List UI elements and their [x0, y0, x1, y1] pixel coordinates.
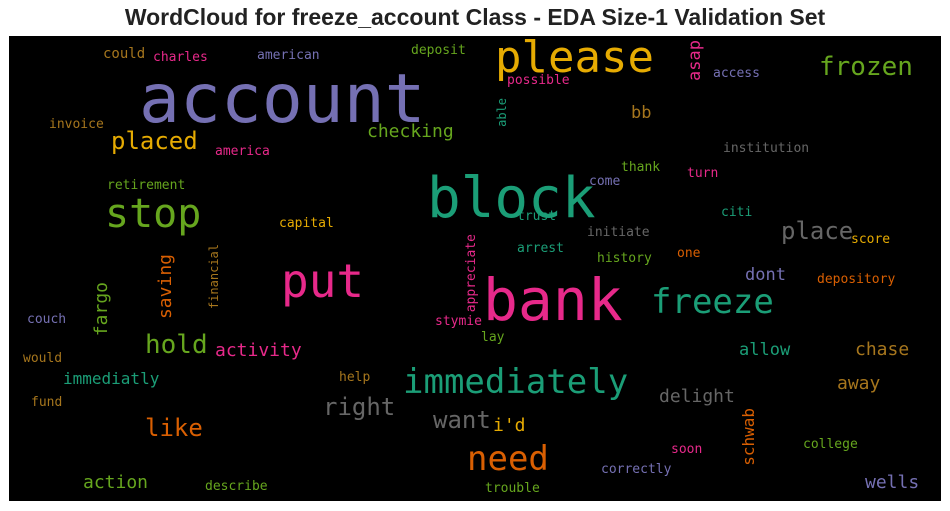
word-turn: turn [687, 166, 719, 181]
wordcloud-canvas: account please frozen block stop put ban… [9, 36, 941, 501]
word-correctly: correctly [601, 462, 672, 477]
word-one: one [677, 246, 701, 261]
word-charles: charles [153, 50, 208, 65]
word-america: america [215, 144, 270, 159]
word-checking: checking [367, 121, 454, 142]
word-please: please [495, 36, 654, 83]
word-schwab: schwab [739, 408, 758, 466]
word-citi: citi [721, 205, 753, 220]
word-trouble: trouble [485, 481, 540, 496]
word-immediately: immediately [403, 362, 629, 402]
word-thank: thank [621, 160, 661, 175]
word-stop: stop [105, 191, 202, 237]
word-frozen: frozen [819, 52, 913, 82]
word-couch: couch [27, 312, 67, 327]
word-allow: allow [739, 340, 791, 360]
word-bank: bank [483, 266, 623, 334]
word-possible: possible [507, 73, 570, 88]
word-come: come [589, 174, 621, 189]
word-help: help [339, 370, 371, 385]
word-need: need [467, 439, 549, 479]
word-fargo: fargo [91, 282, 112, 337]
word-activity: activity [215, 340, 302, 361]
word-delight: delight [659, 386, 735, 407]
chart-title: WordCloud for freeze_account Class - EDA… [124, 4, 826, 30]
word-saving: saving [155, 254, 176, 320]
word-retirement: retirement [107, 178, 186, 193]
word-block: block [427, 166, 596, 231]
word-american: american [257, 48, 320, 63]
word-like: like [145, 414, 203, 442]
word-want: want [433, 406, 491, 434]
word-action: action [83, 472, 149, 493]
word-deposit: deposit [411, 43, 466, 58]
word-appreciate: appreciate [464, 234, 479, 313]
word-depository: depository [817, 272, 896, 287]
word-college: college [803, 437, 858, 452]
word-history: history [597, 251, 652, 266]
word-chase: chase [855, 339, 910, 360]
word-right: right [323, 393, 396, 421]
word-institution: institution [723, 141, 810, 156]
word-describe: describe [205, 479, 268, 494]
word-away: away [837, 373, 881, 394]
word-able: able [495, 98, 509, 127]
word-immediatly: immediatly [63, 369, 160, 388]
word-dont: dont [745, 265, 786, 285]
word-lay: lay [481, 330, 505, 345]
word-placed: placed [111, 127, 198, 155]
word-trust: trust [517, 209, 557, 224]
word-score: score [851, 232, 891, 247]
word-initiate: initiate [587, 225, 650, 240]
word-hold: hold [145, 330, 208, 360]
word-bb: bb [631, 103, 652, 123]
word-could: could [103, 46, 146, 62]
word-access: access [713, 66, 760, 81]
word-would: would [23, 351, 63, 366]
word-stymie: stymie [435, 314, 482, 329]
word-soon: soon [671, 442, 703, 457]
word-capital: capital [279, 216, 334, 231]
word-id: i'd [493, 415, 526, 436]
word-put: put [281, 254, 365, 308]
word-fund: fund [31, 395, 63, 410]
word-account: account [139, 60, 426, 139]
word-financial: financial [207, 244, 221, 310]
word-place: place [781, 217, 854, 245]
word-freeze: freeze [651, 282, 774, 322]
word-invoice: invoice [49, 117, 104, 132]
word-asap: asap [685, 40, 705, 81]
word-arrest: arrest [517, 241, 564, 256]
word-wells: wells [865, 472, 920, 493]
